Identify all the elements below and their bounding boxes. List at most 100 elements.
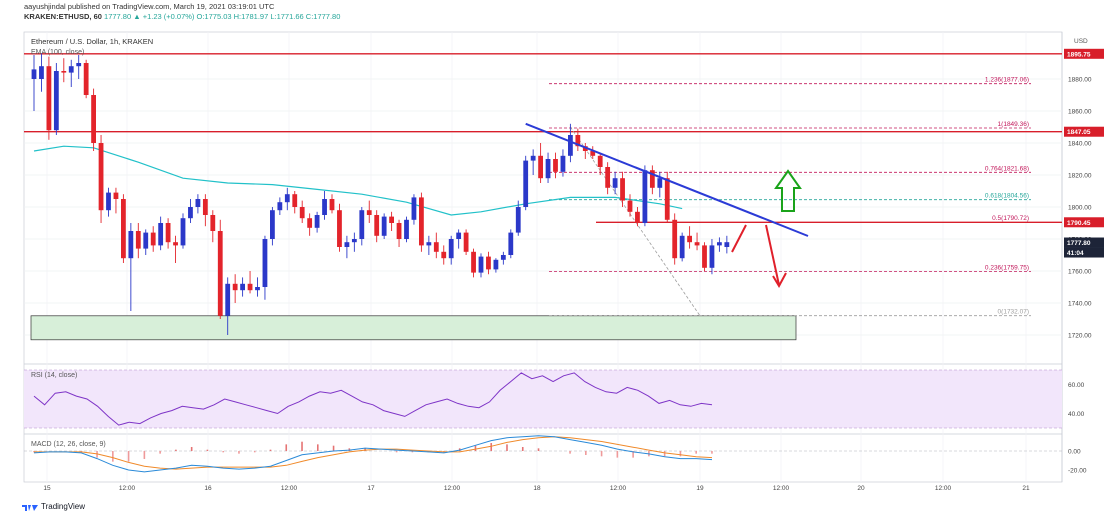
candle-body: [627, 200, 633, 212]
rsi-title: RSI (14, close): [31, 372, 77, 379]
candle-body: [538, 155, 543, 179]
candle-body: [568, 135, 573, 156]
candle-body: [441, 251, 447, 259]
candle-body: [426, 242, 432, 246]
time-tick-label: 12:00: [444, 485, 461, 492]
fib-level-label: 0.236(1759.75): [985, 264, 1029, 271]
candle-body: [463, 232, 469, 252]
candle-body: [724, 242, 730, 247]
ema-label: EMA (100, close): [31, 49, 84, 56]
candle-body: [515, 207, 521, 233]
price-tick-label: 1800.00: [1068, 205, 1092, 212]
candle-body: [344, 242, 350, 247]
candle-body: [98, 143, 104, 211]
candle-body: [612, 178, 618, 188]
candle-body: [374, 215, 380, 236]
price-tag-label: 41:04: [1067, 250, 1084, 257]
candle-body: [188, 207, 193, 219]
candle-body: [314, 215, 320, 228]
publish-header: aayushjindal published on TradingView.co…: [24, 2, 340, 22]
candle-body: [76, 63, 82, 67]
candle-body: [150, 232, 156, 246]
price-tick-label: 1760.00: [1068, 269, 1092, 276]
candle-body: [359, 210, 365, 239]
candle-body: [687, 235, 692, 243]
time-tick-label: 12:00: [119, 485, 136, 492]
candle-body: [411, 197, 417, 220]
price-tick-label: 1880.00: [1068, 77, 1092, 84]
candle-body: [53, 71, 59, 131]
candle-body: [31, 69, 37, 79]
candle-body: [702, 245, 707, 268]
macd-line: [33, 435, 713, 473]
fib-level-label: 1.236(1877.06): [985, 77, 1029, 84]
candle-body: [135, 231, 141, 249]
candle-body: [351, 239, 357, 243]
projection-stroke: [731, 224, 747, 253]
candle-body: [419, 197, 424, 246]
price-chart: 1.236(1877.06) 1(1849.36) 0.764(1821.68) 0.…: [23, 31, 1063, 483]
candle-body: [322, 199, 327, 215]
publisher-line: aayushjindal published on TradingView.co…: [24, 2, 275, 11]
macd-pane: [24, 435, 1062, 473]
candle-body: [709, 245, 715, 268]
symbol-label: KRAKEN:ETHUSD, 60: [24, 12, 102, 21]
currency-label: USD: [1074, 38, 1088, 45]
price-tick-label: 1860.00: [1068, 109, 1092, 116]
candle-body: [664, 178, 670, 220]
time-tick-label: 12:00: [281, 485, 298, 492]
candle-body: [486, 256, 491, 270]
quote-values: 1777.80 ▲ +1.23 (+0.07%) O:1775.03 H:178…: [104, 12, 341, 21]
candle-body: [649, 170, 655, 188]
candle-body: [717, 242, 722, 246]
symbol-quote-line: KRAKEN:ETHUSD, 60 1777.80 ▲ +1.23 (+0.07…: [24, 12, 340, 22]
candle-body: [575, 135, 581, 147]
candle-body: [46, 66, 52, 131]
time-tick-label: 19: [696, 485, 704, 492]
candle-body: [91, 95, 96, 143]
price-tick-label: 1740.00: [1068, 301, 1092, 308]
candle-body: [158, 223, 164, 246]
price-tag: [1064, 126, 1104, 137]
bearish-arrow-icon: [772, 272, 787, 289]
candle-body: [68, 66, 74, 73]
candle-body: [396, 223, 402, 239]
candle-body: [217, 231, 223, 316]
candle-body: [143, 232, 149, 249]
candle-body: [337, 210, 342, 247]
candle-body: [232, 283, 238, 291]
tradingview-footer[interactable]: TradingView: [22, 502, 85, 511]
candle-body: [195, 199, 201, 207]
candle-body: [500, 255, 506, 260]
candle-body: [635, 211, 640, 223]
candle-body: [255, 287, 260, 291]
candle-body: [389, 216, 394, 223]
fib-anchor-line: [570, 126, 701, 317]
candle-body: [240, 283, 245, 291]
price-tag: [1064, 247, 1104, 258]
candle-body: [83, 63, 89, 95]
candle-body: [590, 151, 596, 156]
candle-body: [270, 210, 275, 239]
candle-body: [262, 239, 268, 287]
candle-body: [456, 232, 462, 239]
candle-body: [597, 155, 603, 167]
candle-body: [694, 242, 700, 246]
fib-level-label: 0.618(1804.56): [985, 193, 1029, 200]
candle-body: [165, 223, 171, 243]
candle-body: [307, 218, 313, 228]
fib-level-label: 1(1849.36): [998, 121, 1029, 128]
candle-body: [478, 256, 484, 273]
rsi-line: [33, 372, 713, 426]
candle-body: [113, 192, 119, 199]
macd-tick-label: 0.00: [1068, 449, 1081, 456]
candle-body: [493, 259, 499, 270]
time-tick-label: 21: [1022, 485, 1030, 492]
candle-body: [106, 192, 111, 211]
candle-body: [329, 199, 335, 211]
candle-body: [247, 283, 253, 291]
tradingview-logo-icon: [22, 504, 38, 511]
candle-body: [433, 242, 439, 252]
candle-body: [180, 218, 186, 246]
